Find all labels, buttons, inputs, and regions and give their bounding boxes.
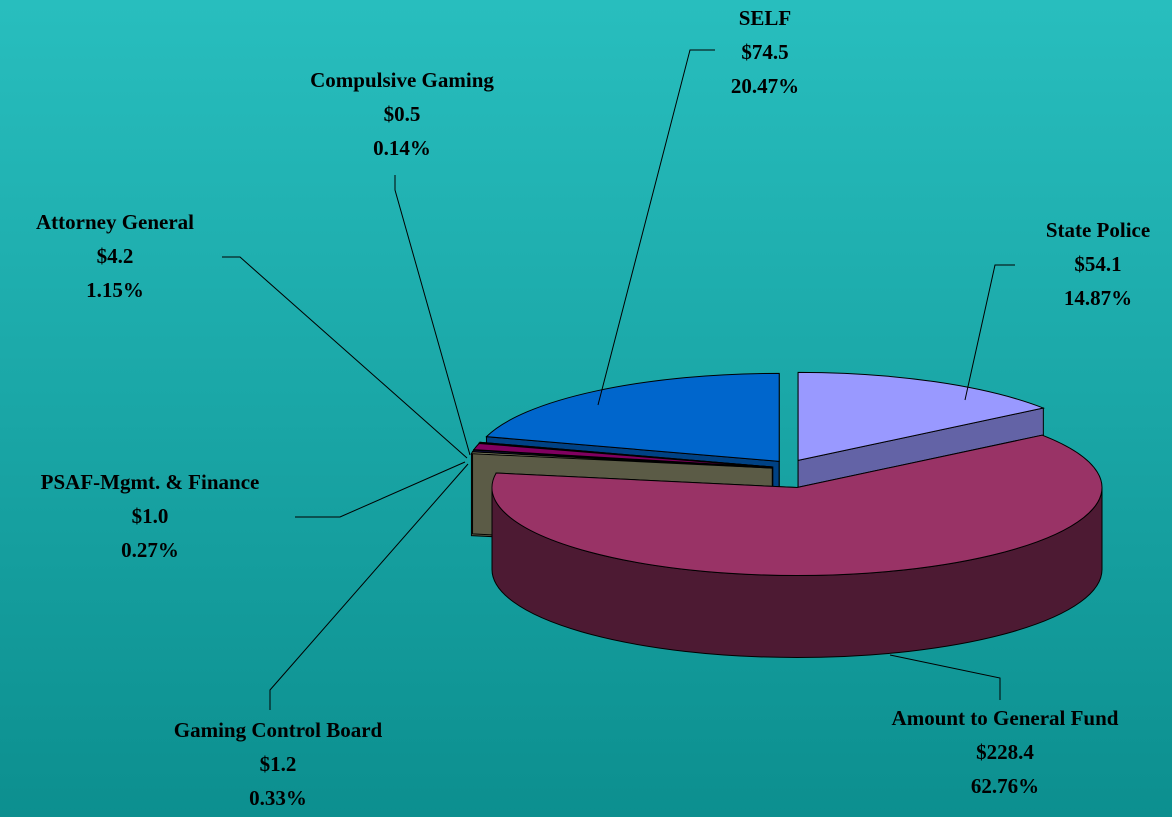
percent-label: 1.15%	[86, 278, 144, 302]
value-label: $4.2	[97, 244, 134, 268]
slice	[485, 372, 780, 462]
slice	[491, 434, 1103, 576]
value-label: $0.5	[384, 102, 421, 126]
leader-line	[222, 256, 468, 459]
leader-line	[295, 461, 466, 518]
leader-line	[889, 654, 1001, 700]
value-label: $1.2	[260, 752, 297, 776]
leader-line	[394, 175, 471, 456]
leader-line	[597, 49, 715, 406]
slice-label: Compulsive Gaming	[310, 68, 494, 92]
value-label: $1.0	[132, 504, 169, 528]
leader-line	[964, 264, 1015, 401]
percent-label: 0.33%	[249, 786, 307, 810]
percent-label: 0.27%	[121, 538, 179, 562]
percent-label: 14.87%	[1064, 286, 1132, 310]
slice-label: PSAF-Mgmt. & Finance	[41, 470, 260, 494]
slice-label: Attorney General	[36, 210, 194, 234]
slice-label: SELF	[739, 6, 792, 30]
slice-label: Amount to General Fund	[892, 706, 1119, 730]
percent-label: 0.14%	[373, 136, 431, 160]
percent-label: 20.47%	[731, 74, 799, 98]
slice	[470, 451, 773, 469]
leader-line	[269, 463, 469, 710]
slice-label: State Police	[1046, 218, 1150, 242]
slice	[797, 371, 1046, 461]
value-label: $74.5	[741, 40, 788, 64]
percent-label: 62.76%	[971, 774, 1039, 798]
slice	[491, 434, 1103, 659]
value-label: $54.1	[1074, 252, 1121, 276]
value-label: $228.4	[976, 740, 1034, 764]
slice-label: Gaming Control Board	[174, 718, 383, 742]
